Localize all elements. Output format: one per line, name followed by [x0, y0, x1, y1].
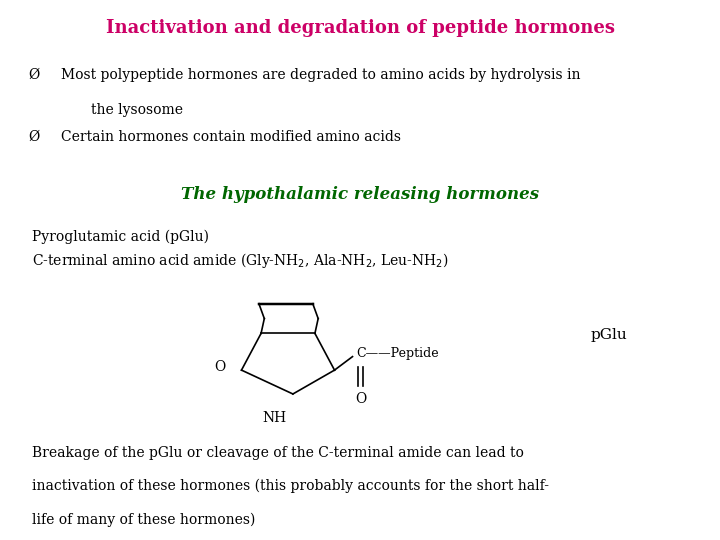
- Text: the lysosome: the lysosome: [91, 103, 184, 117]
- Text: Pyroglutamic acid (pGlu): Pyroglutamic acid (pGlu): [32, 230, 210, 244]
- Text: Inactivation and degradation of peptide hormones: Inactivation and degradation of peptide …: [106, 19, 614, 37]
- Text: C——Peptide: C——Peptide: [356, 347, 438, 360]
- Text: Certain hormones contain modified amino acids: Certain hormones contain modified amino …: [61, 130, 401, 144]
- Text: Ø: Ø: [29, 68, 40, 82]
- Text: inactivation of these hormones (this probably accounts for the short half-: inactivation of these hormones (this pro…: [32, 479, 549, 494]
- Text: Most polypeptide hormones are degraded to amino acids by hydrolysis in: Most polypeptide hormones are degraded t…: [61, 68, 581, 82]
- Text: The hypothalamic releasing hormones: The hypothalamic releasing hormones: [181, 186, 539, 203]
- Text: life of many of these hormones): life of many of these hormones): [32, 512, 256, 527]
- Text: O: O: [355, 392, 366, 406]
- Text: Ø: Ø: [29, 130, 40, 144]
- Text: O: O: [215, 360, 225, 374]
- Text: NH: NH: [263, 411, 287, 426]
- Text: pGlu: pGlu: [590, 328, 627, 342]
- Text: C-terminal amino acid amide (Gly-NH$_2$, Ala-NH$_2$, Leu-NH$_2$): C-terminal amino acid amide (Gly-NH$_2$,…: [32, 251, 449, 270]
- Text: Breakage of the pGlu or cleavage of the C-terminal amide can lead to: Breakage of the pGlu or cleavage of the …: [32, 446, 524, 460]
